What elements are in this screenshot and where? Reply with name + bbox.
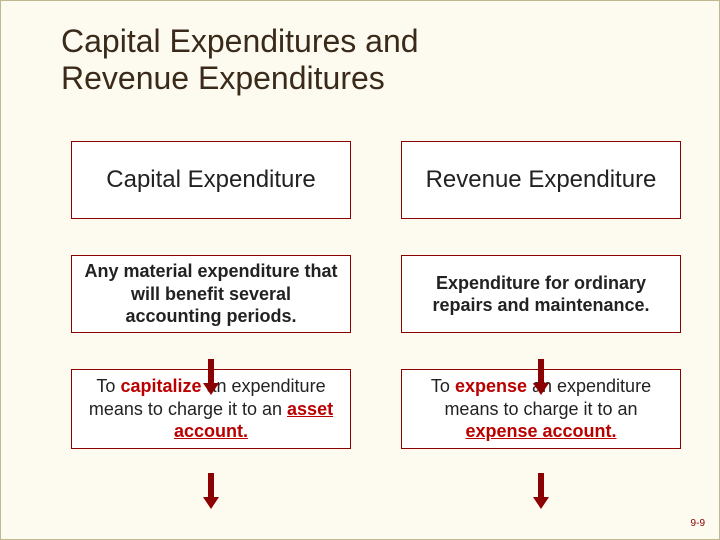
revenue-keyword: expense: [455, 376, 527, 396]
capital-head-box: Capital Expenditure: [71, 141, 351, 219]
revenue-head-box: Revenue Expenditure: [401, 141, 681, 219]
column-capital: Capital Expenditure Any material expendi…: [71, 141, 351, 449]
title-line1: Capital Expenditures and: [61, 23, 419, 59]
slide-number: 9-9: [691, 518, 705, 529]
slide-title: Capital Expenditures and Revenue Expendi…: [61, 23, 419, 97]
title-line2: Revenue Expenditures: [61, 60, 385, 96]
capital-head-text: Capital Expenditure: [106, 165, 315, 195]
txt: To: [431, 376, 455, 396]
revenue-head-text: Revenue Expenditure: [426, 165, 657, 195]
revenue-definition-text: Expenditure for ordinary repairs and mai…: [412, 272, 670, 317]
capital-definition-box: Any material expenditure that will benef…: [71, 255, 351, 333]
revenue-account: expense account.: [465, 421, 616, 441]
arrow-down-icon: [534, 359, 548, 395]
capital-keyword: capitalize: [120, 376, 201, 396]
column-revenue: Revenue Expenditure Expenditure for ordi…: [401, 141, 681, 449]
txt: To: [96, 376, 120, 396]
revenue-definition-box: Expenditure for ordinary repairs and mai…: [401, 255, 681, 333]
capital-definition-text: Any material expenditure that will benef…: [82, 260, 340, 328]
arrow-down-icon: [204, 359, 218, 395]
arrow-down-icon: [204, 473, 218, 509]
arrow-down-icon: [534, 473, 548, 509]
